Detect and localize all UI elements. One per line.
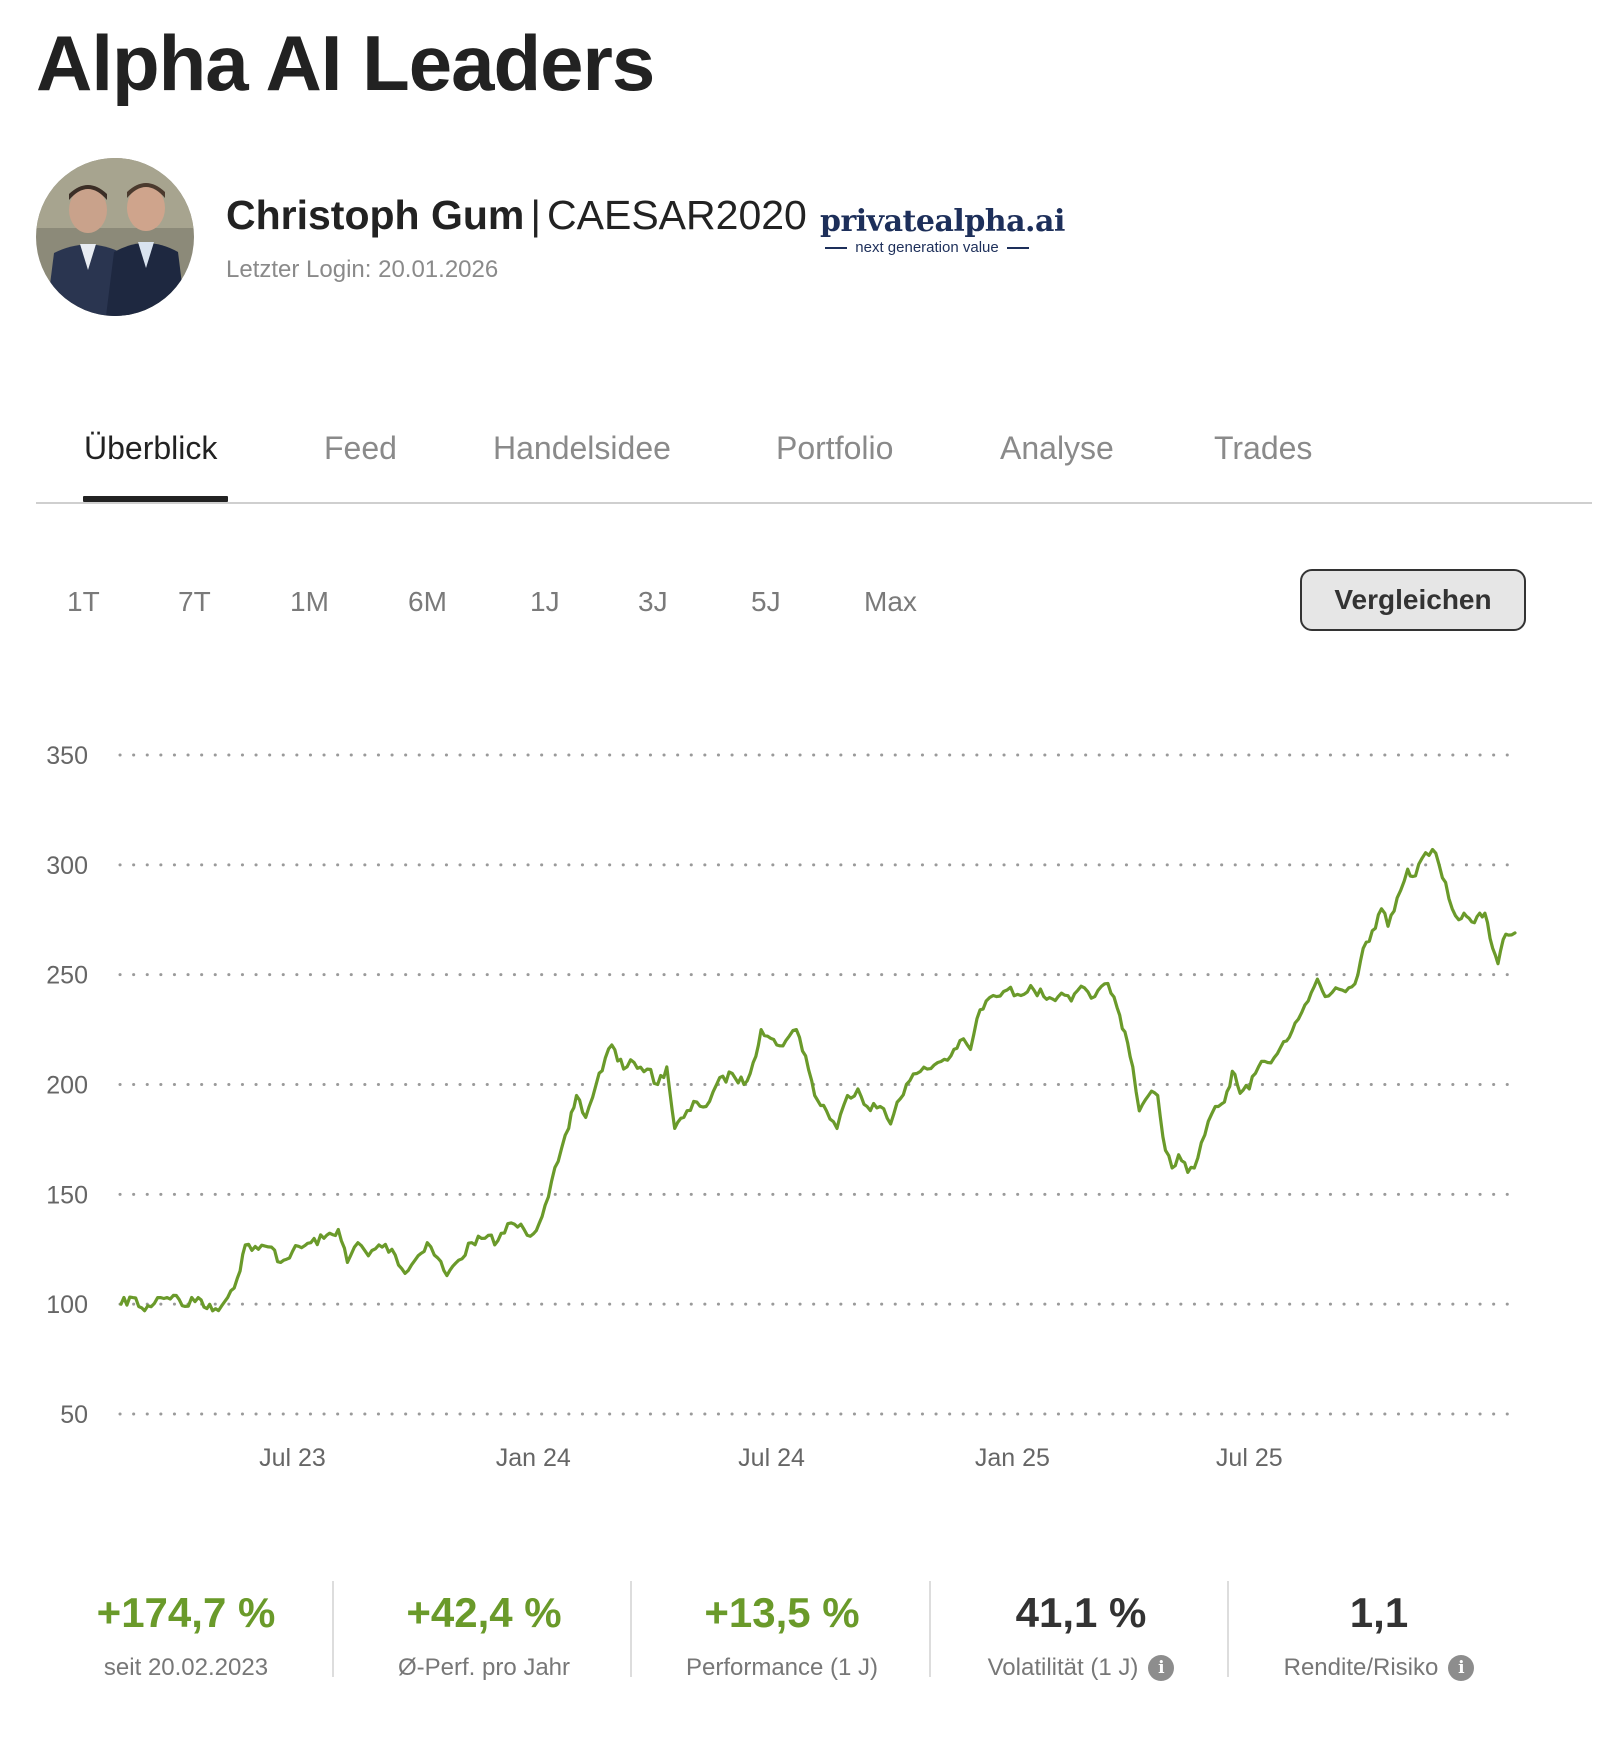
chart-series-line bbox=[119, 847, 1517, 1313]
logo-tagline-row: next generation value bbox=[820, 239, 1034, 256]
range-1t[interactable]: 1T bbox=[67, 586, 100, 617]
range-6m[interactable]: 6M bbox=[408, 586, 447, 617]
tab-bar: Überblick Feed Handelsidee Portfolio Ana… bbox=[36, 420, 1592, 504]
stat-return-risk-label-row: Rendite/Risiko i bbox=[1229, 1654, 1529, 1682]
stat-per-year-label: Ø-Perf. pro Jahr bbox=[397, 1654, 571, 1681]
logo-dash-left bbox=[825, 246, 848, 249]
info-icon[interactable]: i bbox=[1148, 1655, 1175, 1681]
logo-name: privatealpha.ai bbox=[820, 204, 1065, 239]
username-separator: | bbox=[530, 192, 542, 238]
logo-dash-right bbox=[1006, 246, 1029, 249]
tab-trades[interactable]: Trades bbox=[1214, 430, 1313, 466]
tab-ueberblick[interactable]: Überblick bbox=[84, 430, 218, 466]
chart-y-ticks: 350 300 250 200 150 100 50 bbox=[46, 742, 88, 1429]
range-max[interactable]: Max bbox=[864, 586, 917, 617]
stat-divider bbox=[1227, 1581, 1229, 1677]
stats-row: +174,7 % seit 20.02.2023 +42,4 % Ø-Perf.… bbox=[36, 1578, 1536, 1682]
tab-analyse[interactable]: Analyse bbox=[1000, 430, 1114, 466]
stat-total-label: seit 20.02.2023 bbox=[103, 1654, 269, 1681]
tab-portfolio[interactable]: Portfolio bbox=[776, 430, 894, 466]
avatar[interactable] bbox=[36, 158, 194, 316]
stat-total-value: +174,7 % bbox=[96, 1589, 276, 1636]
stat-performance-1y: +13,5 % Performance (1 J) bbox=[632, 1578, 932, 1682]
stat-volatility: 41,1 % Volatilität (1 J) i bbox=[931, 1578, 1231, 1681]
range-1j[interactable]: 1J bbox=[530, 586, 560, 617]
x-tick-label: Jan 25 bbox=[975, 1444, 1050, 1472]
range-5j[interactable]: 5J bbox=[751, 586, 781, 617]
stat-performance-1y-label: Performance (1 J) bbox=[685, 1654, 879, 1681]
info-icon[interactable]: i bbox=[1448, 1655, 1475, 1681]
y-tick-label: 300 bbox=[46, 852, 88, 880]
avatar-photo bbox=[36, 158, 194, 316]
last-login: Letzter Login: 20.01.2026 bbox=[226, 256, 499, 283]
x-tick-label: Jul 23 bbox=[259, 1444, 326, 1472]
username[interactable]: Christoph Gum bbox=[226, 192, 525, 238]
user-code: CAESAR2020 bbox=[547, 192, 807, 238]
stat-return-risk: 1,1 Rendite/Risiko i bbox=[1229, 1578, 1529, 1681]
stat-divider bbox=[929, 1581, 931, 1677]
partner-logo[interactable]: privatealpha.ai next generation value bbox=[820, 204, 1065, 256]
stat-per-year: +42,4 % Ø-Perf. pro Jahr bbox=[334, 1578, 634, 1682]
y-tick-label: 150 bbox=[46, 1181, 88, 1209]
range-7t[interactable]: 7T bbox=[178, 586, 211, 617]
x-tick-label: Jan 24 bbox=[496, 1444, 571, 1472]
tab-feed[interactable]: Feed bbox=[324, 430, 397, 466]
chart-grid bbox=[118, 753, 1517, 1416]
y-tick-label: 200 bbox=[46, 1072, 88, 1100]
compare-button[interactable]: Vergleichen bbox=[1300, 569, 1526, 631]
chart-x-ticks: Jul 23 Jan 24 Jul 24 Jan 25 Jul 25 bbox=[259, 1444, 1283, 1472]
logo-tagline: next generation value bbox=[855, 239, 999, 256]
stat-total-label-row: seit 20.02.2023 bbox=[36, 1654, 336, 1682]
stat-divider bbox=[630, 1581, 632, 1677]
stat-return-risk-value: 1,1 bbox=[1349, 1589, 1409, 1636]
stat-total: +174,7 % seit 20.02.2023 bbox=[36, 1578, 336, 1682]
y-tick-label: 50 bbox=[60, 1401, 88, 1429]
user-line: Christoph Gum | CAESAR2020 bbox=[226, 192, 807, 239]
stat-volatility-value: 41,1 % bbox=[1015, 1589, 1147, 1636]
stat-return-risk-label: Rendite/Risiko bbox=[1283, 1654, 1439, 1681]
stat-per-year-value: +42,4 % bbox=[406, 1589, 562, 1636]
y-tick-label: 350 bbox=[46, 742, 88, 770]
page-title: Alpha AI Leaders bbox=[36, 19, 655, 107]
stat-performance-1y-value: +13,5 % bbox=[704, 1589, 860, 1636]
stat-performance-1y-label-row: Performance (1 J) bbox=[632, 1654, 932, 1682]
stat-volatility-label: Volatilität (1 J) bbox=[987, 1654, 1139, 1681]
range-1m[interactable]: 1M bbox=[290, 586, 329, 617]
x-tick-label: Jul 24 bbox=[738, 1444, 805, 1472]
tab-handelsidee[interactable]: Handelsidee bbox=[493, 430, 671, 466]
stat-volatility-label-row: Volatilität (1 J) i bbox=[931, 1654, 1231, 1682]
range-3j[interactable]: 3J bbox=[638, 586, 668, 617]
range-selector: 1T 7T 1M 6M 1J 3J 5J Max bbox=[0, 586, 1000, 626]
stat-per-year-label-row: Ø-Perf. pro Jahr bbox=[334, 1654, 634, 1682]
stat-divider bbox=[332, 1581, 334, 1677]
x-tick-label: Jul 25 bbox=[1216, 1444, 1283, 1472]
y-tick-label: 100 bbox=[46, 1291, 88, 1319]
active-tab-indicator bbox=[83, 496, 228, 502]
y-tick-label: 250 bbox=[46, 962, 88, 990]
